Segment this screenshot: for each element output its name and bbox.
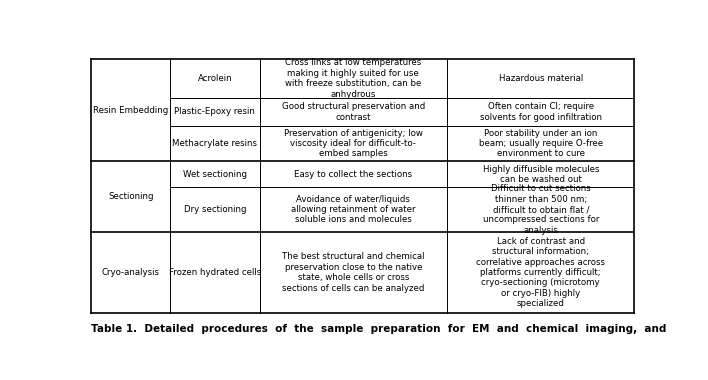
Text: Sectioning: Sectioning xyxy=(108,192,154,201)
Text: Easy to collect the sections: Easy to collect the sections xyxy=(295,170,412,179)
Text: Good structural preservation and
contrast: Good structural preservation and contras… xyxy=(282,102,425,122)
Text: Dry sectioning: Dry sectioning xyxy=(183,205,246,214)
Text: Lack of contrast and
structural information;
correlative approaches across
platf: Lack of contrast and structural informat… xyxy=(476,237,605,308)
Text: Table 1.  Detailed  procedures  of  the  sample  preparation  for  EM  and  chem: Table 1. Detailed procedures of the samp… xyxy=(91,324,667,334)
Text: Often contain Cl; require
solvents for good infiltration: Often contain Cl; require solvents for g… xyxy=(480,102,602,122)
Text: Methacrylate resins: Methacrylate resins xyxy=(172,139,257,148)
Text: Acrolein: Acrolein xyxy=(198,74,232,83)
Text: Highly diffusible molecules
can be washed out: Highly diffusible molecules can be washe… xyxy=(483,165,599,184)
Text: Difficult to cut sections
thinner than 500 nm;
difficult to obtain flat /
uncomp: Difficult to cut sections thinner than 5… xyxy=(483,184,599,235)
Text: Cross links at low temperatures
making it highly suited for use
with freeze subs: Cross links at low temperatures making i… xyxy=(285,59,421,98)
Text: Hazardous material: Hazardous material xyxy=(498,74,583,83)
Text: Wet sectioning: Wet sectioning xyxy=(183,170,247,179)
Text: Plastic-Epoxy resin: Plastic-Epoxy resin xyxy=(174,108,256,117)
Text: Frozen hydrated cells: Frozen hydrated cells xyxy=(169,268,261,277)
Text: Preservation of antigenicity; low
viscosity ideal for difficult-to-
embed sample: Preservation of antigenicity; low viscos… xyxy=(284,129,423,158)
Text: Avoidance of water/liquids
allowing retainment of water
soluble ions and molecul: Avoidance of water/liquids allowing reta… xyxy=(291,195,416,225)
Text: Resin Embedding: Resin Embedding xyxy=(93,106,169,114)
Text: The best structural and chemical
preservation close to the native
state, whole c: The best structural and chemical preserv… xyxy=(282,252,425,293)
Text: Poor stability under an ion
beam; usually require O-free
environment to cure: Poor stability under an ion beam; usuall… xyxy=(479,129,603,158)
Text: Cryo-analysis: Cryo-analysis xyxy=(102,268,159,277)
